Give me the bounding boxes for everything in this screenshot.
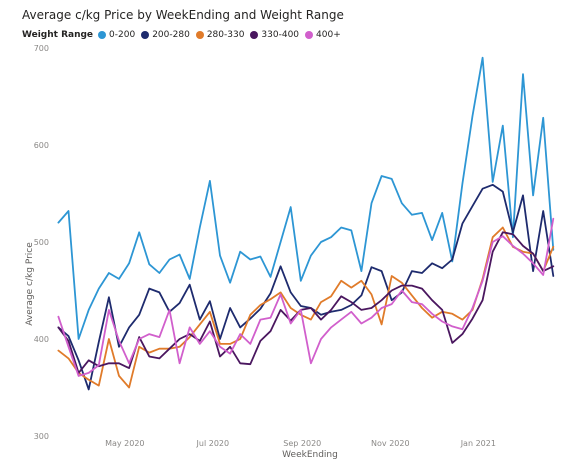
legend-item-0-200[interactable]: 0-200	[98, 30, 135, 40]
x-tick-label: Jul 2020	[196, 439, 230, 448]
x-tick-label: Sep 2020	[283, 439, 321, 448]
y-tick-label: 700	[34, 44, 49, 53]
y-axis-title: Average c/kg Price	[25, 242, 35, 326]
series-line-0-200	[57, 56, 555, 340]
legend-swatch-icon	[98, 31, 107, 39]
x-tick-label: Nov 2020	[371, 439, 410, 448]
legend-label: 400+	[316, 30, 341, 40]
y-axis-ticks: 300 400 500 600 700	[34, 44, 49, 441]
y-tick-label: 500	[34, 238, 49, 247]
x-tick-label: May 2020	[105, 439, 144, 448]
y-tick-label: 300	[34, 432, 49, 441]
x-axis-ticks: May 2020 Jul 2020 Sep 2020 Nov 2020 Jan 2021	[105, 439, 496, 448]
legend-title: Weight Range	[22, 30, 94, 40]
series-line-330-400	[57, 231, 555, 374]
legend-label: 200-280	[152, 30, 190, 40]
legend-swatch-icon	[305, 31, 314, 39]
series-lines	[57, 56, 555, 391]
legend: Weight Range 0-200 200-280 280-330 330-400 4…	[22, 28, 347, 42]
chart-title: Average c/kg Price by WeekEnding and Wei…	[22, 8, 344, 22]
x-axis-title: WeekEnding	[282, 450, 338, 460]
legend-swatch-icon	[250, 31, 259, 39]
legend-label: 280-330	[206, 30, 245, 40]
legend-swatch-icon	[195, 31, 204, 39]
legend-item-200-280[interactable]: 200-280	[141, 30, 190, 40]
series-line-200-280	[57, 183, 555, 391]
legend-item-330-400[interactable]: 330-400	[250, 30, 299, 40]
legend-items: 0-200 200-280 280-330 330-400 400+	[98, 30, 347, 40]
legend-item-400+[interactable]: 400+	[305, 30, 341, 40]
y-tick-label: 600	[34, 141, 49, 150]
legend-label: 330-400	[261, 30, 300, 40]
y-tick-label: 400	[34, 335, 49, 344]
legend-label: 0-200	[109, 30, 136, 40]
legend-item-280-330[interactable]: 280-330	[195, 30, 245, 40]
legend-swatch-icon	[141, 31, 150, 39]
series-line-400+	[57, 217, 555, 377]
x-tick-label: Jan 2021	[460, 439, 496, 448]
